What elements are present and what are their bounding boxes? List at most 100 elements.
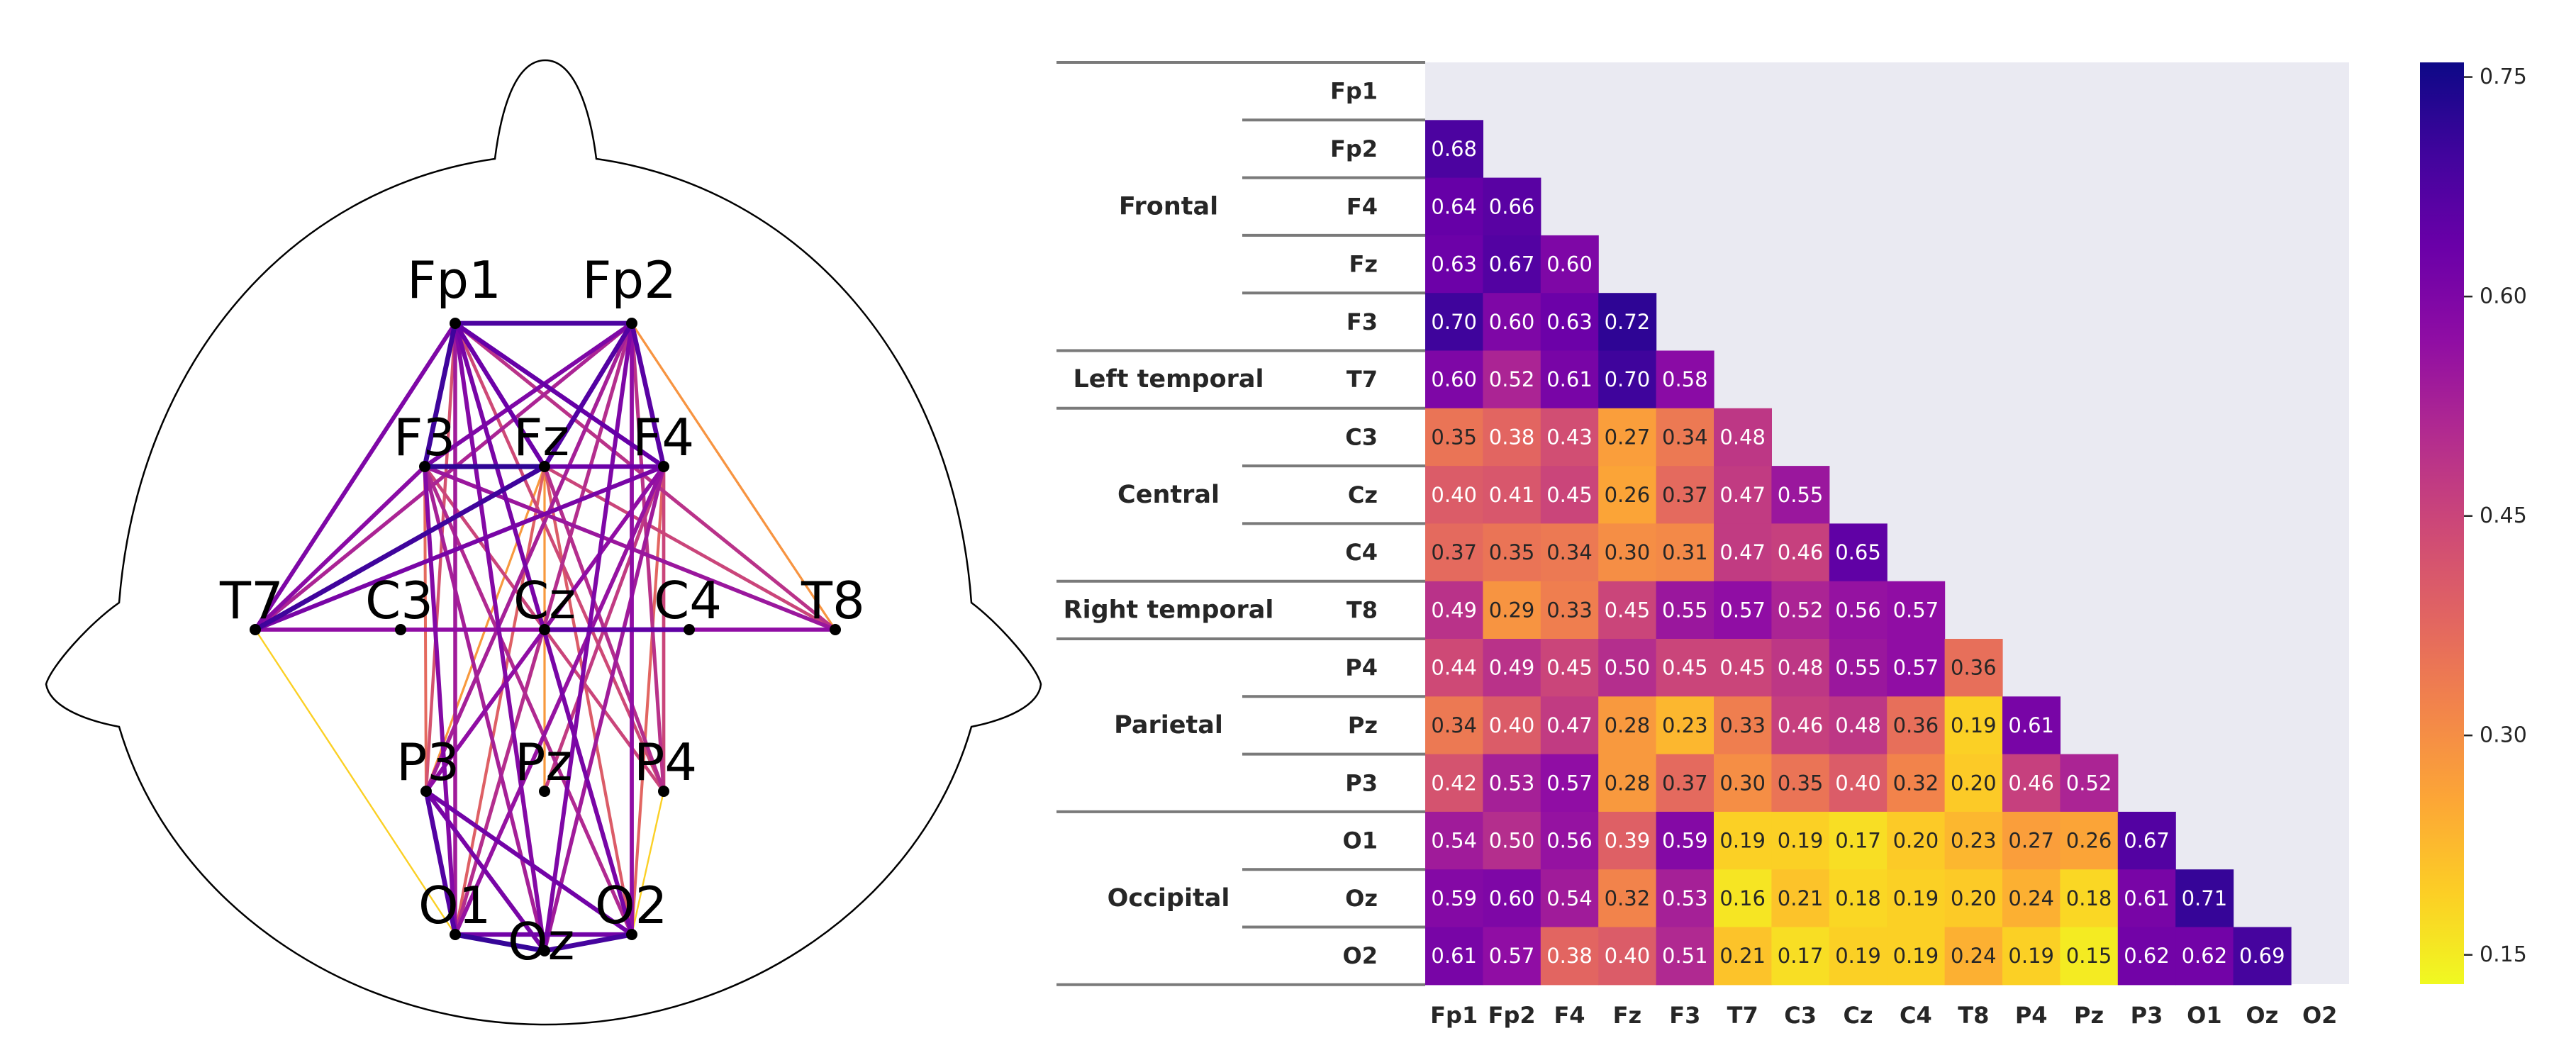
row-label-P3: P3 <box>1345 769 1378 796</box>
cell-value-O2-Cz: 0.19 <box>1835 944 1881 968</box>
cell-Pz-P4 <box>2002 696 2061 755</box>
cell-O2-Fp2 <box>1483 927 1541 986</box>
cell-Pz-Fz <box>1598 696 1657 755</box>
row-label-Cz: Cz <box>1348 481 1378 508</box>
cell-value-O1-T7: 0.19 <box>1719 829 1766 853</box>
cell-C3-T7 <box>1714 408 1772 467</box>
cell-Pz-Fp2 <box>1483 696 1541 755</box>
cell-value-P3-Fp1: 0.42 <box>1431 771 1477 795</box>
cell-T8-Fp2 <box>1483 581 1541 640</box>
col-label-C3: C3 <box>1784 1002 1817 1029</box>
electrode-dot-C3 <box>395 624 406 635</box>
cell-value-P3-C3: 0.35 <box>1778 771 1824 795</box>
cell-T7-Fp2 <box>1483 350 1541 409</box>
cell-O1-C4 <box>1887 811 1946 870</box>
cell-value-O2-F4: 0.38 <box>1546 944 1593 968</box>
cell-F3-Fp2 <box>1483 293 1541 352</box>
edge-F3-O1 <box>423 464 457 937</box>
cell-P4-Fp2 <box>1483 639 1541 697</box>
edge-Fz-O2 <box>542 464 634 937</box>
cell-value-F3-Fp2: 0.60 <box>1489 310 1535 334</box>
colorbar-tick-label-0.30: 0.30 <box>2480 723 2527 748</box>
cell-value-Cz-C3: 0.55 <box>1778 483 1824 507</box>
cell-P4-F4 <box>1540 639 1599 697</box>
cell-value-Pz-F4: 0.47 <box>1546 713 1593 737</box>
cell-value-C4-C3: 0.46 <box>1778 540 1824 564</box>
cell-value-P4-Cz: 0.55 <box>1835 656 1881 680</box>
edge-P3-O1 <box>423 788 458 937</box>
cell-value-Fz-F4: 0.60 <box>1546 252 1593 277</box>
cell-O1-F4 <box>1540 811 1599 870</box>
cell-value-O2-P4: 0.19 <box>2008 944 2054 968</box>
cell-value-C4-Fp1: 0.37 <box>1431 540 1477 564</box>
cell-O1-T7 <box>1714 811 1772 870</box>
cell-C4-F3 <box>1656 523 1714 582</box>
cell-Oz-Cz <box>1829 869 1888 928</box>
edge-Fp2-Fz <box>542 320 635 469</box>
electrode-dot-O2 <box>626 929 637 940</box>
row-label-T8: T8 <box>1346 596 1378 623</box>
cell-value-P4-F3: 0.45 <box>1662 656 1708 680</box>
cell-O2-O1 <box>2175 927 2234 986</box>
edge-Fp2-P3 <box>424 321 634 793</box>
edge-Fp2-P4 <box>630 321 666 793</box>
cell-value-C4-F3: 0.31 <box>1662 540 1708 564</box>
cell-O1-P3 <box>2117 811 2176 870</box>
cell-O2-Fp1 <box>1425 927 1483 986</box>
cell-Oz-C4 <box>1887 869 1946 928</box>
head-outline <box>45 59 1042 1026</box>
electrode-label-O2: O2 <box>595 876 667 935</box>
cell-value-F4-Fp2: 0.66 <box>1489 194 1535 218</box>
cell-value-C4-T7: 0.47 <box>1719 540 1766 564</box>
colorbar-tick-label-0.75: 0.75 <box>2480 65 2527 89</box>
cell-value-P3-T7: 0.30 <box>1719 771 1766 795</box>
cell-value-O2-C4: 0.19 <box>1893 944 1939 968</box>
col-label-Fp1: Fp1 <box>1430 1002 1478 1029</box>
cell-F4-Fp1 <box>1425 177 1483 236</box>
cell-C4-C3 <box>1771 523 1830 582</box>
electrode-dot-Fp2 <box>626 318 637 329</box>
row-label-O2: O2 <box>1343 942 1378 969</box>
col-label-Oz: Oz <box>2246 1002 2278 1029</box>
cell-T8-Fz <box>1598 581 1657 640</box>
cell-value-C3-Fp2: 0.38 <box>1489 425 1535 449</box>
edge-Fp1-F3 <box>422 320 458 469</box>
col-label-F4: F4 <box>1554 1002 1585 1029</box>
cell-value-T8-Fp1: 0.49 <box>1431 598 1477 622</box>
cell-Oz-Fp1 <box>1425 869 1483 928</box>
cell-Cz-T7 <box>1714 466 1772 524</box>
cell-Oz-F4 <box>1540 869 1599 928</box>
cell-value-P4-Fz: 0.50 <box>1605 656 1651 680</box>
cell-P3-Fz <box>1598 754 1657 813</box>
col-label-C4: C4 <box>1900 1002 1932 1029</box>
edge-Fp2-T8 <box>630 322 837 631</box>
cell-T7-Fp1 <box>1425 350 1483 409</box>
cell-value-O2-Oz: 0.69 <box>2239 944 2285 968</box>
cell-Oz-P3 <box>2117 869 2176 928</box>
cell-value-O2-T7: 0.21 <box>1719 944 1766 968</box>
row-label-Pz: Pz <box>1348 712 1378 739</box>
cell-value-T8-Fz: 0.45 <box>1605 598 1651 622</box>
group-label-right-temporal: Right temporal <box>1064 596 1274 624</box>
cell-P4-F3 <box>1656 639 1714 697</box>
electrode-label-C3: C3 <box>365 571 433 630</box>
cell-value-Pz-Cz: 0.48 <box>1835 713 1881 737</box>
cell-value-P3-P4: 0.46 <box>2008 771 2054 795</box>
cell-value-O1-F3: 0.59 <box>1662 829 1708 853</box>
cell-value-Cz-F4: 0.45 <box>1546 483 1593 507</box>
cell-value-T7-Fz: 0.70 <box>1605 367 1651 391</box>
cell-Cz-Fz <box>1598 466 1657 524</box>
cell-value-T8-Fp2: 0.29 <box>1489 598 1535 622</box>
cell-value-Oz-C3: 0.21 <box>1778 886 1824 910</box>
edge-Fp1-P4 <box>453 321 666 793</box>
head-topomap-panel: Fp1 Fp2 F3 Fz F4 T7 C3 Cz C4 T8 P3 Pz P4 O1 Oz O2 <box>45 59 1042 1026</box>
cell-value-Oz-Cz: 0.18 <box>1835 886 1881 910</box>
edge-P4-O2 <box>630 790 665 936</box>
cell-P4-Fp1 <box>1425 639 1483 697</box>
cell-T7-Fz <box>1598 350 1657 409</box>
cell-value-O2-T8: 0.24 <box>1951 944 1997 968</box>
col-label-O1: O1 <box>2187 1002 2221 1029</box>
cell-value-Pz-T7: 0.33 <box>1719 713 1766 737</box>
cell-C3-Fp1 <box>1425 408 1483 467</box>
cell-value-C3-Fz: 0.27 <box>1605 425 1651 449</box>
